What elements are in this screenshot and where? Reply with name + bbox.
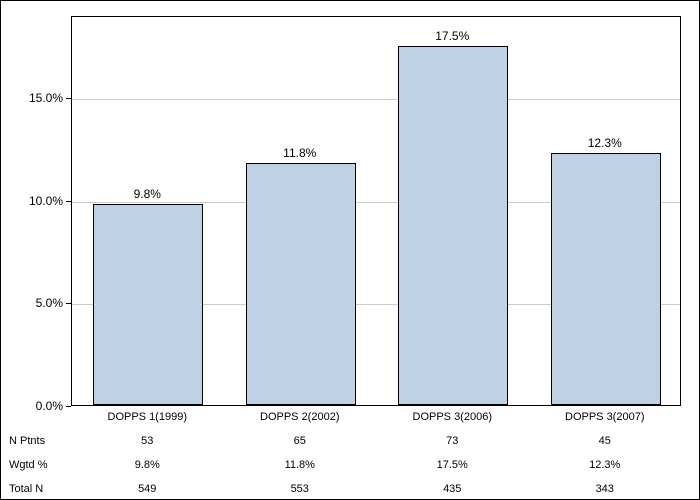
chart-container: 0.0% 5.0% 10.0% 15.0% N Ptnts Wgtd % Total N 9.…	[0, 0, 700, 500]
row-value-n_ptnts: 53	[82, 435, 212, 447]
row-value-n_ptnts: 65	[235, 435, 365, 447]
row-value-wgtd_pct: 11.8%	[235, 459, 365, 471]
grid-line	[72, 99, 680, 100]
row-value-wgtd_pct: 9.8%	[82, 459, 212, 471]
row-label-wgtd: Wgtd %	[9, 459, 48, 471]
row-label-nptnts: N Ptnts	[9, 435, 45, 447]
row-value-wgtd_pct: 17.5%	[387, 459, 517, 471]
row-label-totaln: Total N	[9, 483, 43, 495]
bar	[93, 204, 203, 405]
bar-value-label: 9.8%	[97, 187, 197, 201]
bar-value-label: 12.3%	[555, 136, 655, 150]
y-tick-mark	[66, 201, 71, 202]
x-category-label: DOPPS 2(2002)	[235, 411, 365, 423]
y-tick-label: 0.0%	[3, 399, 63, 413]
row-value-total_n: 549	[82, 483, 212, 495]
x-category-label: DOPPS 3(2007)	[540, 411, 670, 423]
bar	[551, 153, 661, 405]
bar	[398, 46, 508, 405]
bar-value-label: 17.5%	[402, 29, 502, 43]
y-tick-mark	[66, 406, 71, 407]
bar-value-label: 11.8%	[250, 146, 350, 160]
y-tick-mark	[66, 98, 71, 99]
row-value-total_n: 435	[387, 483, 517, 495]
y-tick-label: 10.0%	[3, 194, 63, 208]
plot-area	[71, 16, 681, 406]
x-category-label: DOPPS 3(2006)	[387, 411, 517, 423]
row-value-total_n: 553	[235, 483, 365, 495]
bar	[246, 163, 356, 405]
y-tick-label: 5.0%	[3, 296, 63, 310]
y-tick-mark	[66, 303, 71, 304]
row-value-wgtd_pct: 12.3%	[540, 459, 670, 471]
x-category-label: DOPPS 1(1999)	[82, 411, 212, 423]
row-value-n_ptnts: 45	[540, 435, 670, 447]
row-value-total_n: 343	[540, 483, 670, 495]
y-tick-label: 15.0%	[3, 91, 63, 105]
row-value-n_ptnts: 73	[387, 435, 517, 447]
